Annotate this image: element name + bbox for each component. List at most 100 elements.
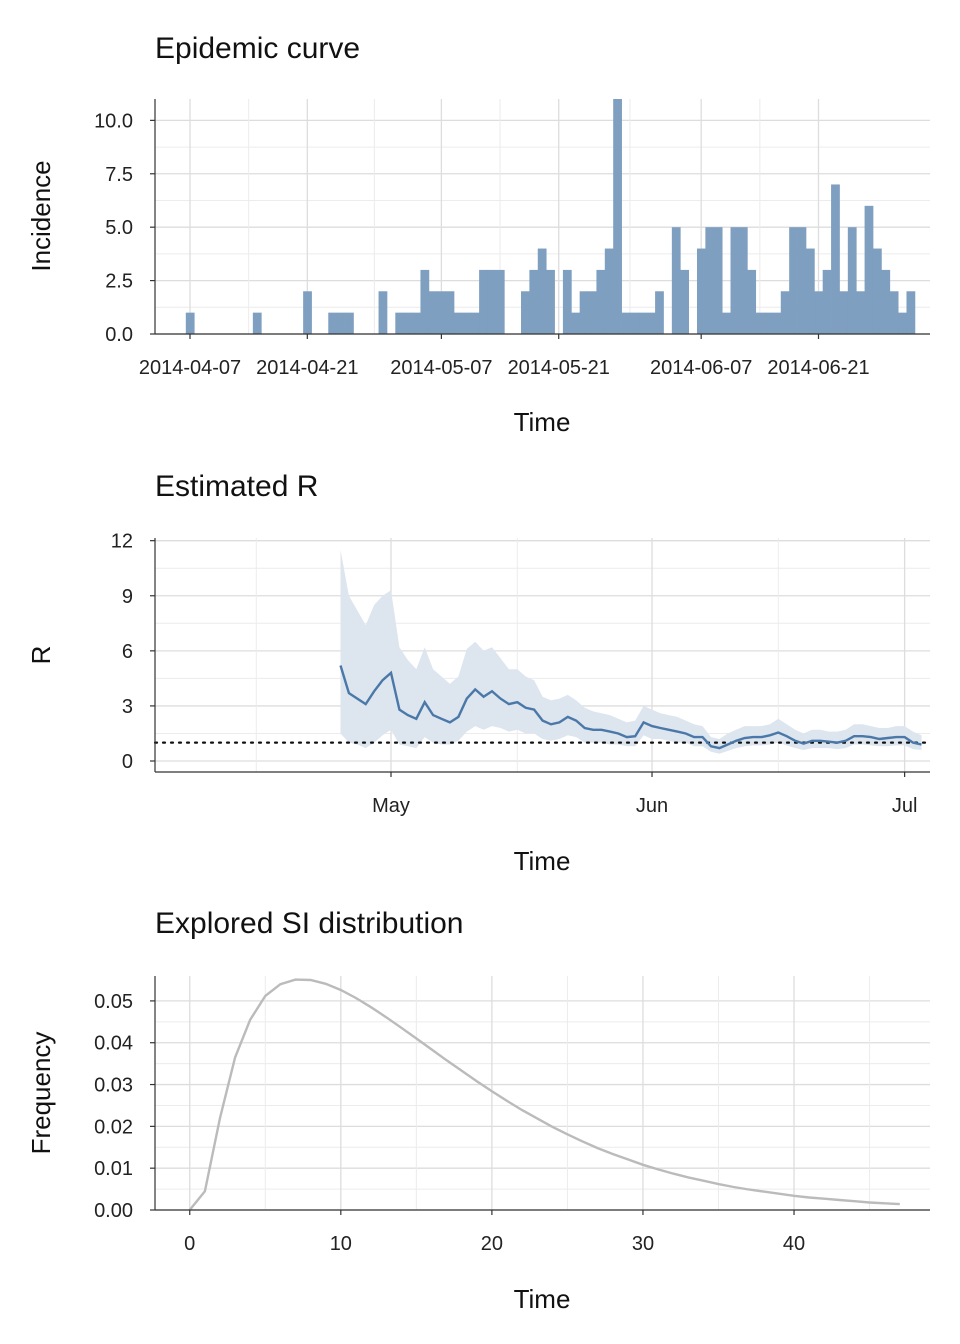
incidence-bar [579, 291, 589, 334]
incidence-x-tick-label: 2014-06-07 [650, 357, 752, 379]
incidence-bar [470, 312, 480, 334]
si-y-tick-label: 0.02 [94, 1116, 133, 1138]
r-x-tick-label: May [372, 795, 410, 817]
r-y-tick-label: 9 [122, 586, 133, 608]
incidence-bar [805, 248, 815, 334]
incidence-y-tick-label: 0.0 [105, 324, 133, 346]
incidence-bar [420, 269, 430, 334]
incidence-bar [831, 184, 840, 334]
incidence-bar [613, 99, 622, 334]
si-distribution-title: Explored SI distribution [155, 907, 464, 940]
incidence-bar [546, 269, 555, 334]
incidence-bar [588, 291, 597, 334]
r-confidence-band [340, 549, 922, 754]
si-x-tick-label: 10 [330, 1233, 352, 1255]
incidence-bar [395, 312, 405, 334]
incidence-x-tick-label: 2014-05-07 [390, 357, 492, 379]
incidence-bar [839, 291, 849, 334]
incidence-bar [713, 227, 723, 334]
incidence-y-tick-label: 5.0 [105, 217, 133, 239]
incidence-bar [646, 312, 656, 334]
incidence-bar [906, 291, 916, 334]
incidence-bar [185, 312, 195, 334]
incidence-y-tick-label: 2.5 [105, 271, 133, 293]
incidence-x-tick-label: 2014-04-07 [139, 357, 241, 379]
si-x-axis-label: Time [514, 1284, 571, 1314]
si-x-tick-label: 0 [184, 1233, 195, 1255]
incidence-bar [596, 269, 606, 334]
incidence-bar [747, 269, 757, 334]
incidence-y-tick-label: 10.0 [94, 110, 133, 132]
incidence-bar [479, 269, 488, 334]
incidence-bar [847, 227, 857, 334]
r-mean-line [339, 665, 922, 750]
incidence-bar [889, 291, 899, 334]
incidence-bar [604, 248, 614, 334]
si-x-tick-label: 40 [783, 1233, 805, 1255]
incidence-x-tick-label: 2014-04-21 [256, 357, 358, 379]
incidence-bar [495, 269, 505, 334]
incidence-bar [453, 312, 463, 334]
incidence-bar [898, 312, 907, 334]
incidence-x-tick-label: 2014-05-21 [508, 357, 610, 379]
incidence-bar [252, 312, 262, 334]
incidence-bar [671, 227, 681, 334]
incidence-bar [856, 291, 865, 334]
si-y-tick-label: 0.01 [94, 1158, 133, 1180]
incidence-bar [722, 312, 731, 334]
r-x-tick-label: Jul [892, 795, 918, 817]
incidence-bar [655, 291, 664, 334]
r-y-tick-label: 0 [122, 751, 133, 773]
incidence-bar [755, 312, 765, 334]
incidence-y-tick-label: 7.5 [105, 164, 133, 186]
incidence-bar [328, 312, 338, 334]
incidence-bar [730, 227, 740, 334]
r-x-tick-label: Jun [636, 795, 668, 817]
incidence-bar [437, 291, 446, 334]
si-x-tick-label: 20 [481, 1233, 503, 1255]
incidence-bar [445, 291, 455, 334]
incidence-bar [864, 205, 874, 334]
incidence-bar [738, 227, 748, 334]
si-y-tick-label: 0.00 [94, 1200, 133, 1222]
si-distribution-line [188, 978, 900, 1211]
r-y-tick-label: 6 [122, 641, 133, 663]
incidence-bar [797, 227, 807, 334]
incidence-bar [462, 312, 472, 334]
incidence-y-axis-label: Incidence [26, 160, 56, 271]
r-y-tick-label: 12 [111, 531, 133, 553]
incidence-bar [822, 269, 832, 334]
si-distribution-panel: Explored SI distribution 0.00 0.01 0.02 0.0… [26, 907, 930, 1314]
r-y-axis-label: R [26, 646, 56, 665]
si-x-tick-label: 30 [632, 1233, 654, 1255]
incidence-bar [345, 312, 354, 334]
incidence-bar [629, 312, 639, 334]
incidence-bar [638, 312, 648, 334]
incidence-x-axis-label: Time [514, 407, 571, 437]
incidence-bar [403, 312, 413, 334]
incidence-bar [428, 291, 438, 334]
epidemic-curve-panel: Epidemic curve 0.0 2.5 5.0 7.5 10.0 2014-04-… [26, 32, 930, 437]
r-y-tick-label: 3 [122, 696, 133, 718]
r-x-axis-label: Time [514, 846, 571, 876]
incidence-bar [789, 227, 798, 334]
si-y-tick-label: 0.03 [94, 1075, 133, 1097]
si-y-tick-label: 0.05 [94, 991, 133, 1013]
estimated-r-title: Estimated R [155, 470, 318, 503]
incidence-bar [529, 269, 539, 334]
incidence-bar [872, 248, 882, 334]
incidence-bar [696, 248, 706, 334]
incidence-bar [303, 291, 312, 334]
incidence-bar [680, 269, 690, 334]
epidemic-curve-title: Epidemic curve [155, 32, 360, 65]
incidence-bar [487, 269, 497, 334]
incidence-bar [378, 291, 388, 334]
incidence-bar [562, 269, 572, 334]
incidence-bar [881, 269, 891, 334]
incidence-bar [412, 312, 421, 334]
incidence-bar [336, 312, 346, 334]
incidence-bar [772, 312, 782, 334]
si-y-axis-label: Frequency [26, 1032, 56, 1155]
incidence-bar [537, 248, 547, 334]
